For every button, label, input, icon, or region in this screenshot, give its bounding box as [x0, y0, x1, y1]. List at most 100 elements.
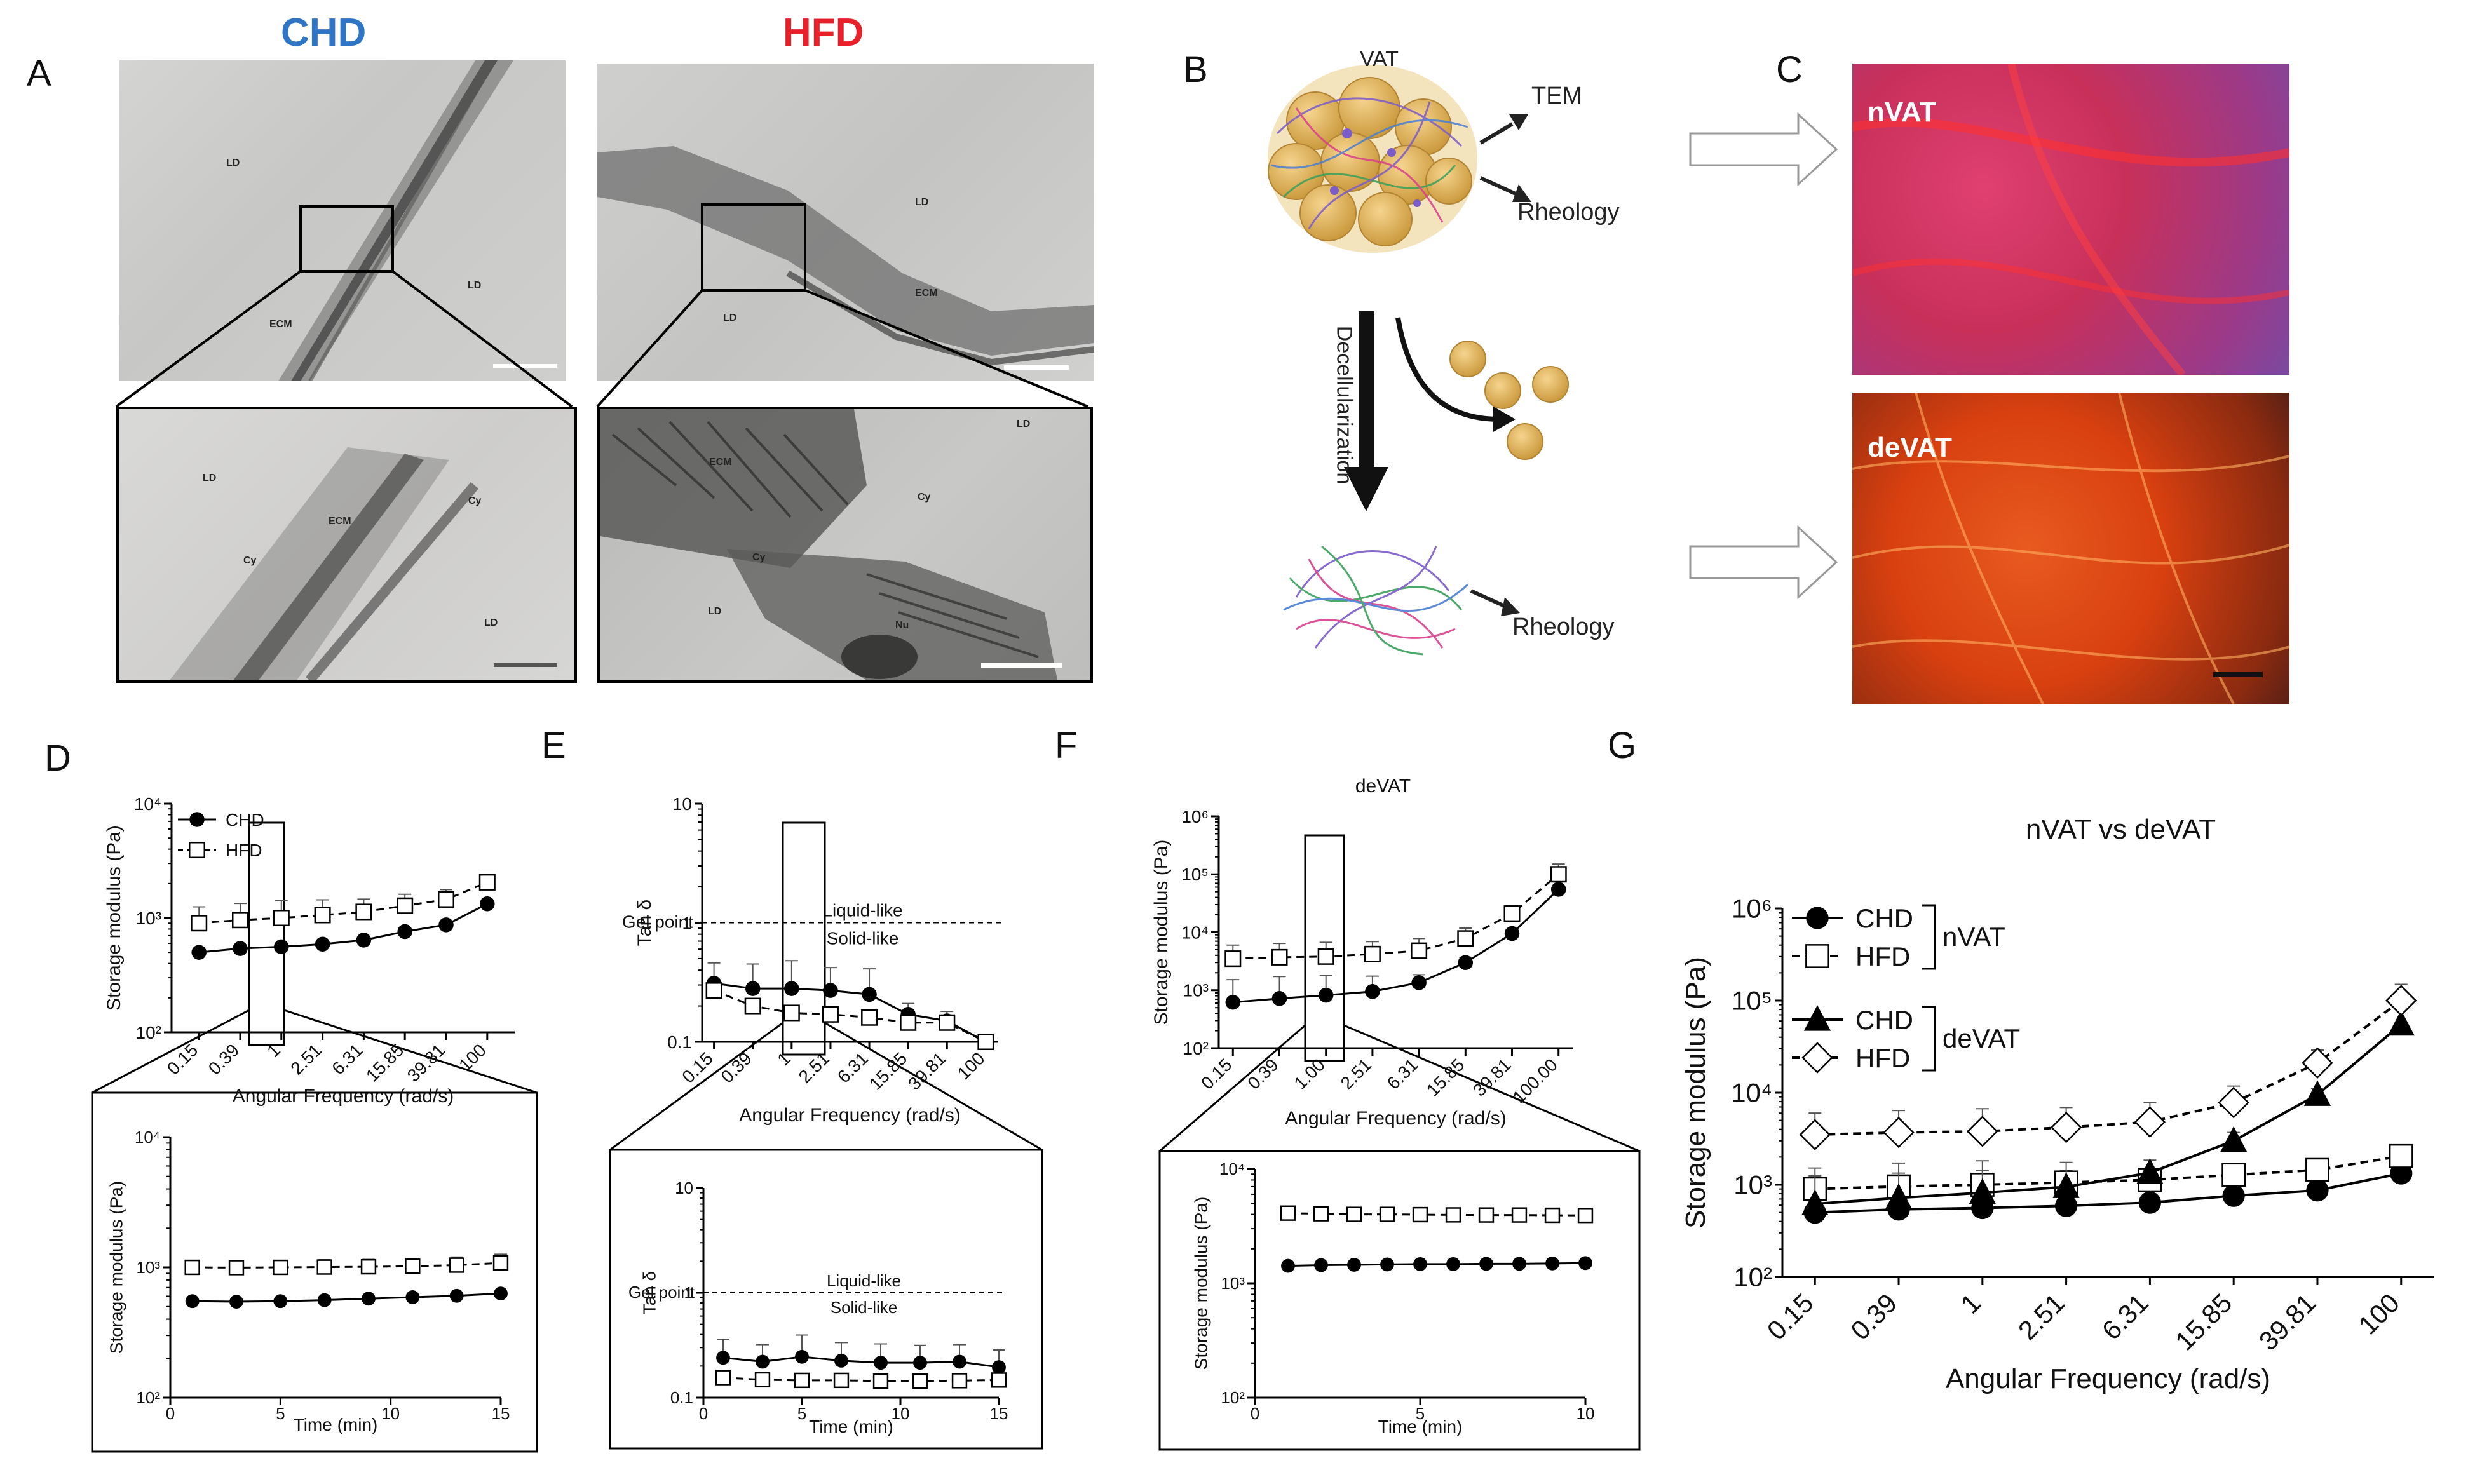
legend-marker — [1806, 907, 1829, 929]
data-point — [1799, 1119, 1831, 1150]
x-tick-label: 10 — [892, 1404, 910, 1423]
data-point — [1318, 987, 1334, 1003]
data-point — [1511, 1207, 1528, 1223]
y-tick-label: 10⁴ — [1219, 1159, 1245, 1178]
tem-label-ld: LD — [468, 280, 482, 291]
photo-devat: deVAT — [1852, 393, 2289, 704]
x-axis-label: Angular Frequency (rad/s) — [1946, 1363, 2270, 1394]
y-tick-label: 10² — [136, 1023, 161, 1042]
x-tick-label: 100 — [455, 1040, 490, 1075]
x-tick-label: 0.15 — [1197, 1055, 1235, 1093]
data-point — [1280, 1205, 1296, 1221]
y-axis-label: Storage modulus (Pa) — [107, 1181, 126, 1354]
legend-label: CHD — [1855, 903, 1913, 933]
nvat-label: nVAT — [1868, 97, 1937, 128]
y-tick-label: 10⁵ — [1181, 865, 1209, 884]
data-point — [2303, 1080, 2331, 1106]
data-point — [355, 903, 372, 921]
data-point — [716, 1351, 730, 1365]
y-tick-label: 10⁶ — [1732, 894, 1772, 924]
y-tick-label: 10³ — [1183, 981, 1209, 1001]
data-point — [745, 981, 761, 996]
data-point — [1544, 1207, 1561, 1224]
data-point — [1317, 948, 1334, 965]
zoom-highlight-box — [248, 821, 285, 1046]
tem-label-ld: LD — [723, 313, 737, 323]
data-point — [356, 933, 372, 948]
panel-b-schematic — [1268, 65, 1569, 656]
tem-label-ld: LD — [203, 473, 217, 483]
photo-nvat: nVAT — [1852, 64, 2289, 375]
data-point — [939, 1014, 956, 1031]
x-tick-label: 6.31 — [1383, 1055, 1421, 1093]
panel-letter-c: C — [1776, 49, 1803, 90]
x-tick-label: 0.39 — [1845, 1288, 1902, 1346]
x-tick-label: 0 — [699, 1404, 708, 1423]
legend-group-label: deVAT — [1943, 1023, 2020, 1053]
data-point — [833, 1372, 850, 1389]
x-tick-label: 0 — [166, 1404, 175, 1423]
tem-label-ld: LD — [1017, 419, 1031, 429]
tem-label-ecm: ECM — [269, 319, 292, 330]
vat-label: VAT — [1360, 47, 1399, 71]
x-tick-label: 0.15 — [1761, 1288, 1819, 1346]
x-tick-label: 2.51 — [287, 1040, 325, 1078]
data-point — [2052, 1172, 2080, 1198]
data-point — [231, 912, 249, 929]
data-point — [2050, 1111, 2082, 1143]
data-point — [1411, 942, 1428, 959]
data-point — [874, 1356, 888, 1370]
data-point — [1380, 1257, 1394, 1272]
data-point — [185, 1294, 200, 1309]
chart-title: nVAT vs deVAT — [2026, 814, 2216, 845]
data-point — [478, 874, 496, 891]
data-point — [2385, 985, 2417, 1016]
y-tick-label: 0.1 — [667, 1032, 692, 1052]
data-point — [795, 1349, 809, 1364]
data-point — [991, 1372, 1007, 1388]
data-point — [1550, 882, 1566, 897]
zoom-highlight-box — [782, 821, 826, 1056]
panel-letter-g: G — [1608, 725, 1637, 766]
data-point — [1969, 1178, 1996, 1204]
tem-label-ld: LD — [915, 197, 929, 208]
inset-frame-e — [609, 1149, 1043, 1450]
rheology-label-bottom: Rheology — [1512, 614, 1615, 640]
series-line-chd — [1815, 1023, 2403, 1206]
x-tick-label: 100 — [954, 1048, 989, 1083]
x-axis-label: Time (min) — [294, 1415, 378, 1434]
y-axis-label: Tan δ — [640, 1271, 660, 1315]
x-tick-label: 6.31 — [2096, 1288, 2154, 1346]
x-tick-label: 100.00 — [1509, 1055, 1561, 1107]
data-point — [1413, 1257, 1427, 1271]
data-point — [1967, 1116, 1998, 1147]
x-tick-label: 0.15 — [163, 1040, 201, 1078]
x-tick-label: 0.15 — [678, 1048, 716, 1086]
series-line-chd — [192, 1292, 501, 1303]
data-point — [1347, 1258, 1361, 1272]
legend-label: HFD — [1855, 941, 1910, 971]
y-tick-label: 10 — [675, 1178, 693, 1197]
data-point — [273, 909, 290, 927]
data-point — [1445, 1207, 1461, 1223]
y-tick-label: 10⁴ — [134, 794, 161, 814]
x-tick-label: 10 — [1577, 1404, 1595, 1423]
tem-label-ecm: ECM — [709, 457, 732, 468]
x-tick-label: 0.39 — [1244, 1055, 1282, 1093]
data-point — [977, 1033, 994, 1051]
y-tick-label: 10³ — [136, 908, 161, 928]
x-axis-label: Angular Frequency (rad/s) — [1285, 1108, 1507, 1129]
data-point — [184, 1259, 200, 1276]
tem-chd-zoom-drawing — [170, 447, 557, 680]
y-axis-label: Storage modulus (Pa) — [1151, 840, 1172, 1025]
data-point — [744, 997, 761, 1015]
legend-label: CHD — [1855, 1005, 1913, 1035]
x-tick-label: 100 — [2352, 1288, 2405, 1340]
data-point — [2222, 1184, 2245, 1207]
data-point — [1225, 994, 1241, 1010]
tem-label-cy: Cy — [918, 492, 931, 503]
data-point — [2389, 1143, 2413, 1168]
